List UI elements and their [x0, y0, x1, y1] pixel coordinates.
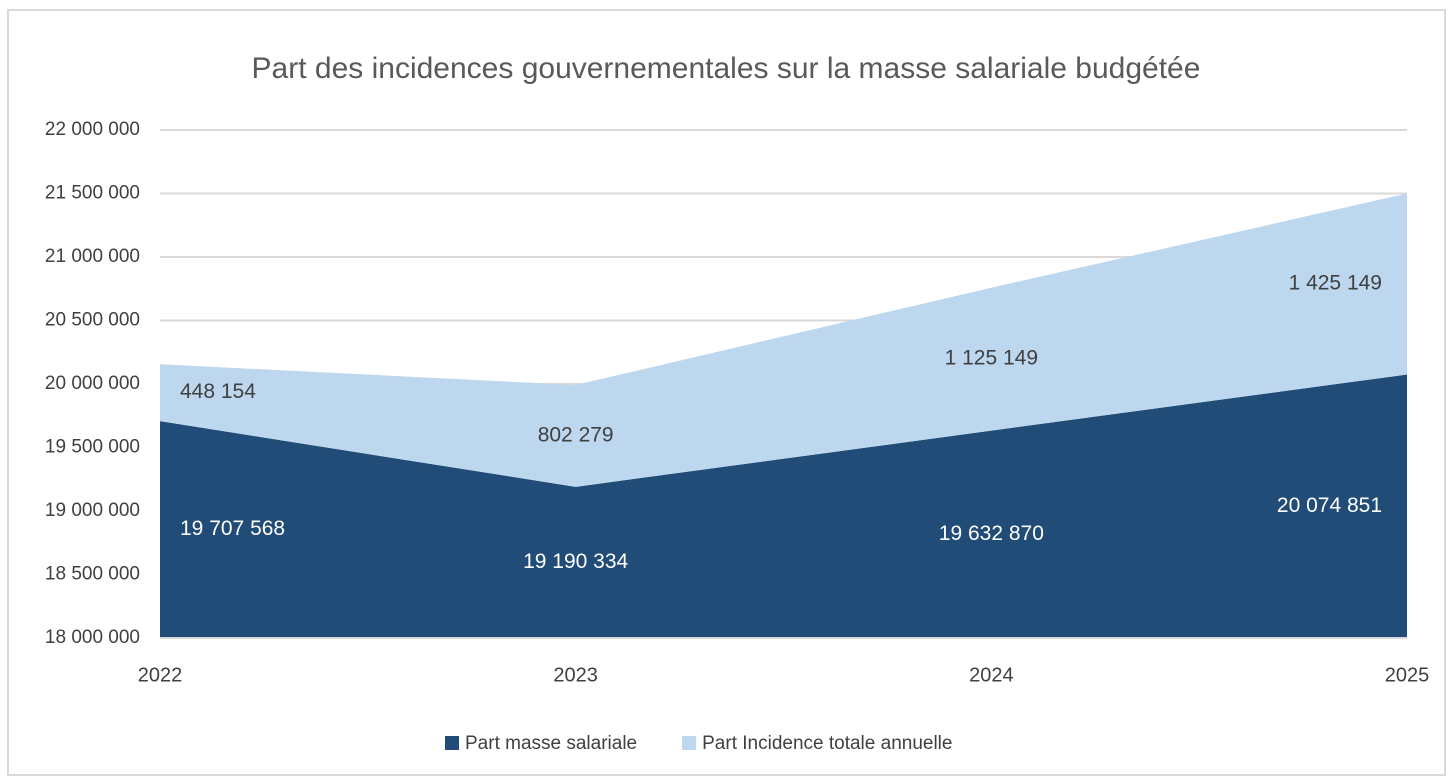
y-tick-label: 18 500 000: [45, 564, 140, 585]
chart-title: Part des incidences gouvernementales sur…: [252, 52, 1201, 85]
y-tick-label: 19 000 000: [45, 500, 140, 521]
legend-label: Part masse salariale: [465, 733, 637, 754]
data-label: 802 279: [538, 423, 614, 446]
legend-swatch: [445, 736, 459, 750]
area: [160, 193, 1407, 487]
y-tick-label: 21 000 000: [45, 246, 140, 267]
data-label: 19 707 568: [180, 517, 285, 540]
legend-label: Part Incidence totale annuelle: [702, 733, 952, 754]
data-label: 1 425 149: [1289, 272, 1382, 295]
y-tick-label: 18 000 000: [45, 627, 140, 648]
y-tick-label: 19 500 000: [45, 437, 140, 458]
data-label: 19 190 334: [523, 550, 628, 573]
data-label: 20 074 851: [1277, 494, 1382, 517]
x-tick-label: 2022: [138, 664, 183, 686]
data-label: 19 632 870: [939, 522, 1044, 545]
area: [160, 374, 1407, 638]
y-tick-label: 21 500 000: [45, 183, 140, 204]
y-tick-label: 22 000 000: [45, 119, 140, 140]
legend-swatch: [682, 736, 697, 750]
y-tick-label: 20 500 000: [45, 310, 140, 331]
x-tick-label: 2024: [969, 664, 1014, 686]
x-tick-label: 2023: [553, 664, 598, 686]
y-tick-label: 20 000 000: [45, 373, 140, 394]
x-tick-label: 2025: [1385, 664, 1430, 686]
data-label: 448 154: [180, 380, 256, 403]
data-label: 1 125 149: [945, 347, 1038, 370]
